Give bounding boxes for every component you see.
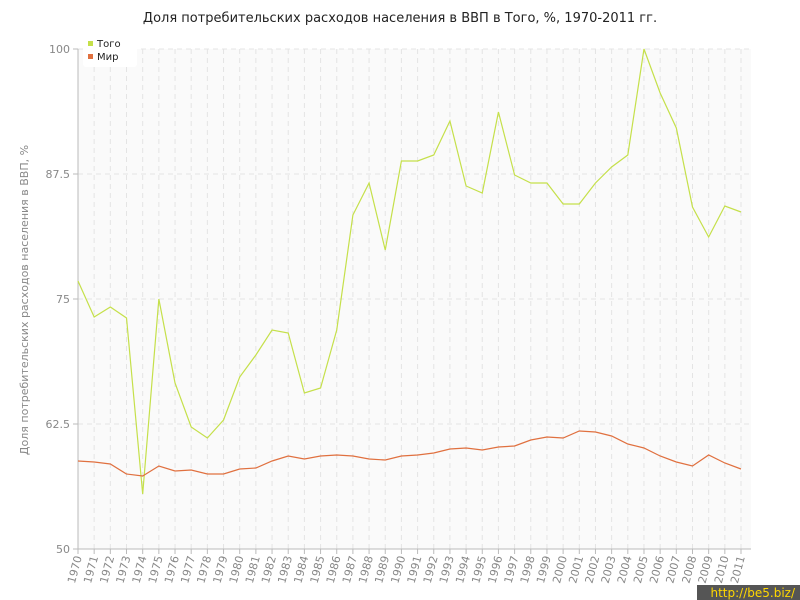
y-axis-label: Доля потребительских расходов населения … — [18, 145, 31, 455]
series-line — [77, 430, 742, 477]
chart-title: Доля потребительских расходов населения … — [143, 11, 657, 26]
y-tick-label: 100 — [49, 43, 70, 56]
watermark: http://be5.biz/ — [710, 586, 795, 600]
y-tick-label: 87.5 — [46, 168, 71, 181]
legend-box — [83, 37, 137, 67]
watermark-bg — [697, 585, 800, 600]
y-tick-label: 75 — [56, 293, 70, 306]
legend-label: Мир — [97, 52, 118, 63]
legend: Того Мир — [83, 37, 137, 67]
legend-label: Того — [96, 39, 121, 50]
y-tick-label: 62.5 — [46, 418, 71, 431]
legend-swatch — [88, 54, 93, 59]
y-tick-label: 50 — [56, 543, 70, 556]
series-line — [77, 48, 742, 495]
legend-swatch — [88, 41, 93, 46]
